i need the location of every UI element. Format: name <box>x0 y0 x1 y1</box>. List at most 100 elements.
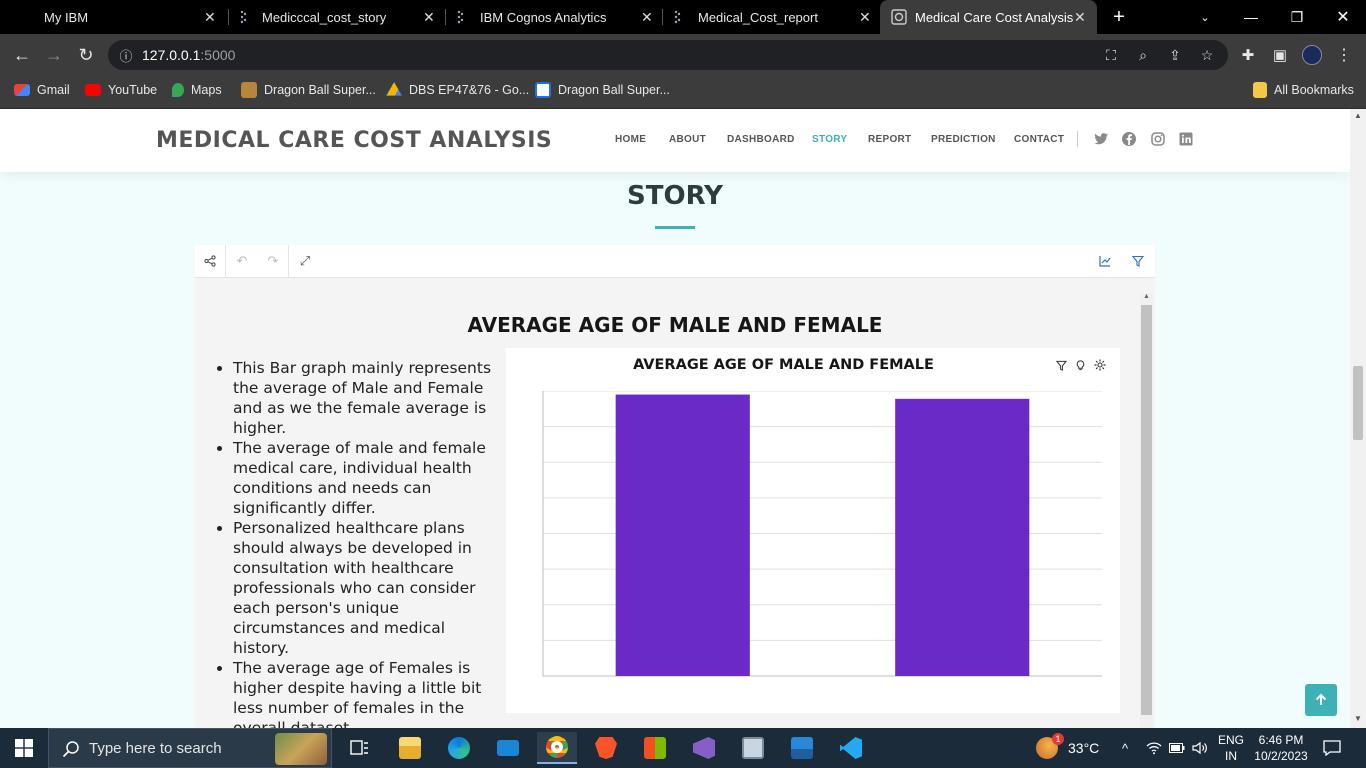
back-to-top-button[interactable] <box>1305 684 1337 716</box>
close-icon[interactable]: ✕ <box>204 8 216 25</box>
bookmark-label: DBS EP47&76 - Go... <box>409 83 530 97</box>
tab-my-ibm[interactable]: My IBM ✕ <box>0 0 228 34</box>
language-indicator[interactable]: ENG IN <box>1216 732 1246 764</box>
visual-studio-icon[interactable] <box>684 732 724 764</box>
bookmark-maps[interactable]: Maps <box>172 76 222 104</box>
scroll-up-arrow[interactable]: ▲ <box>1143 293 1150 300</box>
story-notes: This Bar graph mainly represents the ave… <box>213 358 498 728</box>
site-logo[interactable]: MEDICAL CARE COST ANALYSIS <box>156 128 553 153</box>
toolbar-separator <box>288 245 289 278</box>
scroll-up-arrow[interactable]: ▲ <box>1354 111 1362 120</box>
bookmark-label: Dragon Ball Super... <box>558 83 670 97</box>
clock[interactable]: 6:46 PM 10/2/2023 <box>1252 732 1310 764</box>
page-scroll-thumb[interactable] <box>1353 366 1363 440</box>
nav-report[interactable]: REPORT <box>868 134 912 145</box>
new-tab-button[interactable]: + <box>1113 5 1125 28</box>
tab-title: Medical_Cost_report <box>698 9 818 25</box>
insights-icon[interactable] <box>1095 251 1115 271</box>
tab-medical-cost-report[interactable]: Medical_Cost_report ✕ <box>663 0 879 34</box>
edge-icon[interactable] <box>439 732 479 764</box>
notification-badge: 1 <box>1052 733 1064 745</box>
photos-icon[interactable] <box>782 732 822 764</box>
bookmark-dragon-ball-1[interactable]: Dragon Ball Super... <box>241 76 376 104</box>
address-bar[interactable]: ⓘ 127.0.0.1:5000 ⛶ ⌕ ⇪ ☆ <box>108 40 1228 70</box>
tab-medicccal-cost-story[interactable]: Medicccal_cost_story ✕ <box>229 0 445 34</box>
share-icon[interactable] <box>200 251 220 271</box>
close-icon[interactable]: ✕ <box>1074 8 1086 25</box>
chart-filter-icon[interactable] <box>1054 358 1068 372</box>
bookmark-star-icon[interactable]: ☆ <box>1200 46 1214 63</box>
tab-medical-care-cost-analysis[interactable]: Medical Care Cost Analysis ✕ <box>880 0 1097 34</box>
nav-home[interactable]: HOME <box>615 134 647 145</box>
site-icon <box>535 82 551 98</box>
back-icon[interactable]: ← <box>13 44 31 65</box>
bookmark-youtube[interactable]: YouTube <box>85 76 157 104</box>
linkedin-icon[interactable] <box>1178 131 1194 147</box>
forward-icon[interactable]: → <box>45 44 63 65</box>
chart-settings-icon[interactable] <box>1093 358 1107 372</box>
facebook-icon[interactable] <box>1121 131 1137 147</box>
file-explorer-icon[interactable] <box>390 732 430 764</box>
app-icon[interactable] <box>733 732 773 764</box>
chrome-icon[interactable] <box>537 732 577 764</box>
wifi-icon[interactable] <box>1146 728 1162 768</box>
thumbnail-icon <box>241 82 257 98</box>
bar-chart-plot <box>542 391 1102 677</box>
redo-icon[interactable]: ↷ <box>267 253 279 268</box>
bookmark-dbs-drive[interactable]: DBS EP47&76 - Go... <box>386 76 529 104</box>
extensions-icon[interactable]: ✚ <box>1241 47 1255 64</box>
profile-avatar-icon[interactable] <box>1300 43 1324 67</box>
nav-prediction[interactable]: PREDICTION <box>931 134 996 145</box>
weather-widget[interactable]: 1 33°C <box>1036 728 1099 768</box>
zoom-icon[interactable]: ⌕ <box>1139 46 1147 63</box>
volume-icon[interactable] <box>1192 728 1208 768</box>
mail-icon[interactable] <box>488 732 528 764</box>
nav-dashboard[interactable]: DASHBOARD <box>727 134 795 145</box>
battery-icon[interactable] <box>1169 728 1185 768</box>
instagram-icon[interactable] <box>1150 131 1166 147</box>
microsoft-store-icon[interactable] <box>635 732 675 764</box>
close-window-button[interactable]: ✕ <box>1336 9 1350 26</box>
minimize-button[interactable]: — <box>1244 9 1258 25</box>
scroll-thumb[interactable] <box>1141 305 1152 715</box>
all-bookmarks[interactable]: All Bookmarks <box>1253 76 1354 104</box>
insight-bulb-icon[interactable] <box>1073 358 1087 372</box>
story-scrollbar[interactable]: ▲ <box>1140 293 1153 728</box>
site-info-icon[interactable]: ⓘ <box>119 48 133 64</box>
expand-icon[interactable]: ⤢ <box>299 253 311 268</box>
close-icon[interactable]: ✕ <box>423 8 435 25</box>
tab-search-icon[interactable]: ⌄ <box>1200 11 1210 24</box>
bookmark-dragon-ball-2[interactable]: Dragon Ball Super... <box>535 76 670 104</box>
page-scrollbar[interactable]: ▲ ▼ <box>1350 109 1366 728</box>
share-icon[interactable]: ⇪ <box>1169 46 1181 63</box>
side-panel-icon[interactable]: ▣ <box>1272 47 1288 64</box>
brave-icon[interactable] <box>586 732 626 764</box>
show-hidden-icons[interactable]: ^ <box>1122 740 1129 756</box>
translate-icon[interactable]: ⛶ <box>1106 46 1116 63</box>
bar-0[interactable] <box>615 394 750 676</box>
google-drive-icon <box>386 82 402 96</box>
tab-ibm-cognos-analytics[interactable]: IBM Cognos Analytics ✕ <box>446 0 662 34</box>
bar-1[interactable] <box>895 398 1030 676</box>
close-icon[interactable]: ✕ <box>859 8 871 25</box>
undo-icon[interactable]: ↶ <box>236 253 248 268</box>
chart-widget[interactable]: AVERAGE AGE OF MALE AND FEMALE <box>506 348 1120 713</box>
all-bookmarks-label: All Bookmarks <box>1274 83 1354 97</box>
nav-story[interactable]: STORY <box>812 134 848 145</box>
tab-title: My IBM <box>44 9 89 25</box>
start-button[interactable] <box>0 728 48 768</box>
reload-icon[interactable]: ↻ <box>78 44 94 65</box>
taskbar-search-box[interactable]: Type here to search <box>48 728 332 768</box>
nav-about[interactable]: ABOUT <box>669 134 707 145</box>
close-icon[interactable]: ✕ <box>641 8 653 25</box>
task-view-icon[interactable] <box>340 732 380 764</box>
notifications-icon[interactable] <box>1323 728 1341 768</box>
nav-contact[interactable]: CONTACT <box>1014 134 1065 145</box>
vscode-icon[interactable] <box>831 732 871 764</box>
filter-icon[interactable] <box>1128 251 1148 271</box>
scroll-down-arrow[interactable]: ▼ <box>1354 714 1362 723</box>
bookmark-gmail[interactable]: Gmail <box>14 76 70 104</box>
twitter-icon[interactable] <box>1093 131 1109 147</box>
menu-icon[interactable]: ⋮ <box>1336 47 1352 64</box>
restore-button[interactable]: ❐ <box>1290 8 1304 25</box>
